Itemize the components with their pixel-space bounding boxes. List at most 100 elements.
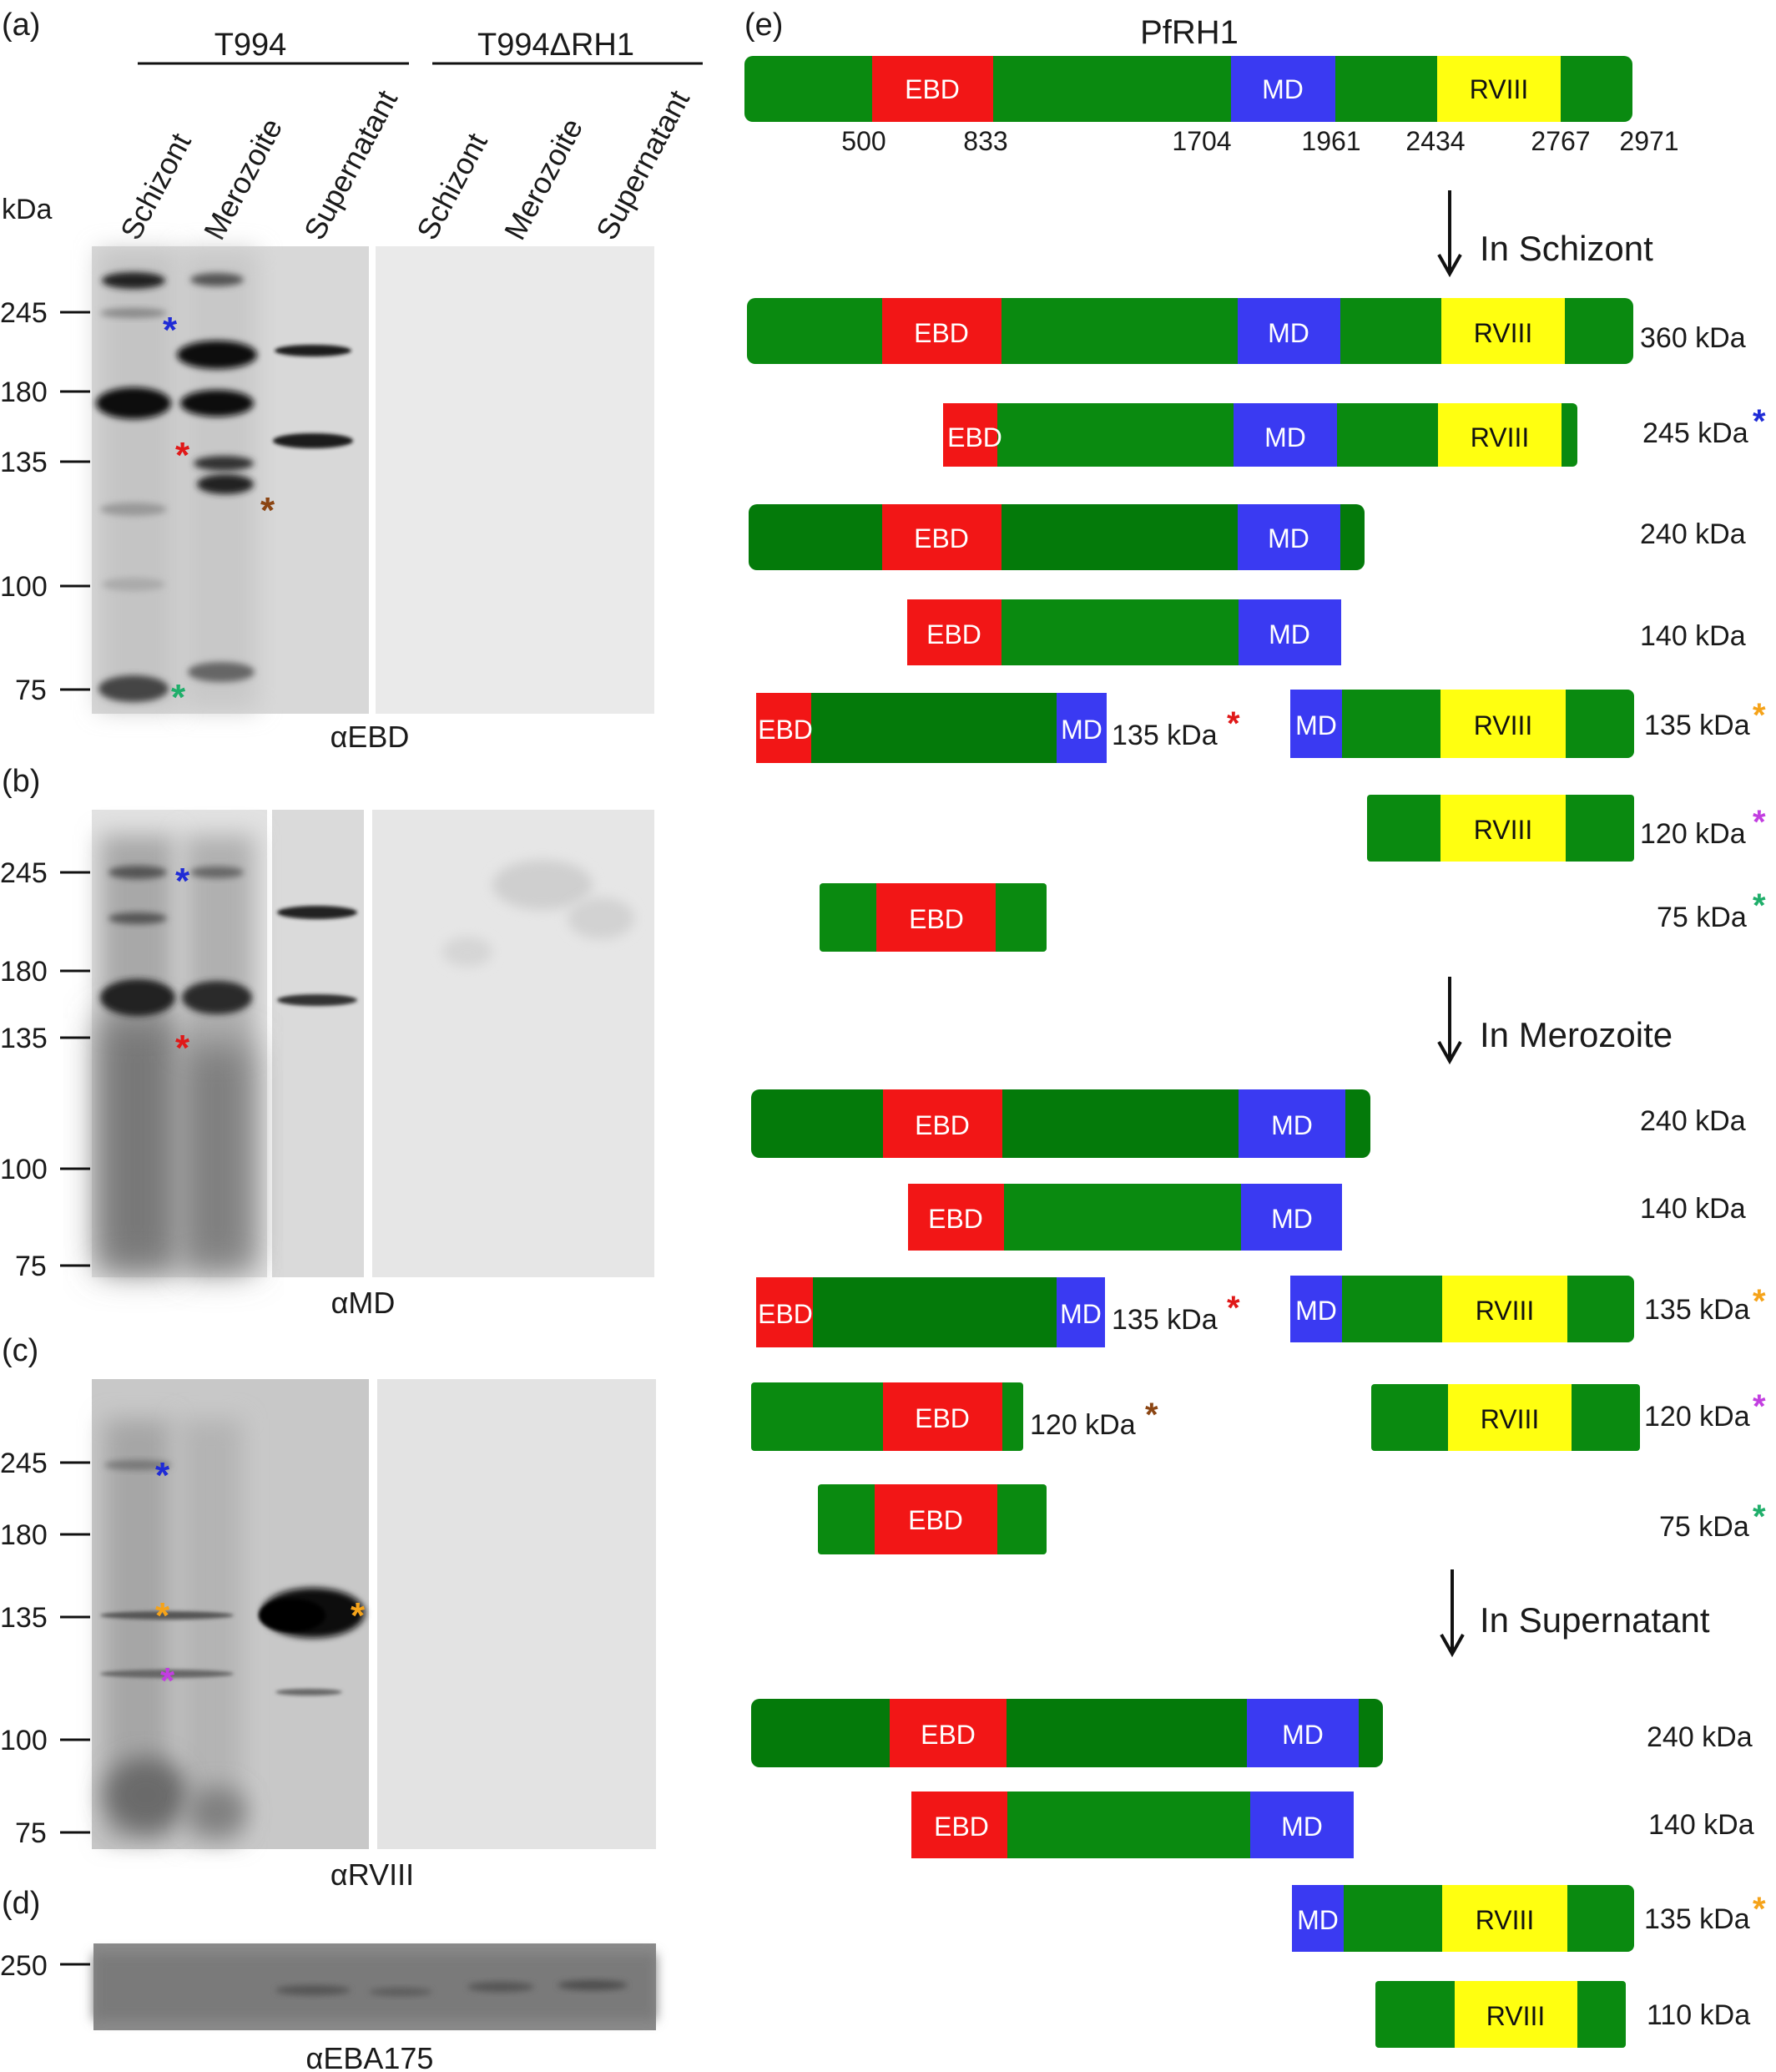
marker-a-245: 245 [0, 297, 48, 329]
marker-c-75: 75 [15, 1817, 47, 1849]
merozoite-fragment-120-rviii: RVIII [1371, 1384, 1640, 1451]
marker-ticks-b [60, 871, 90, 1267]
supernatant-label-140: 140 kDa [1648, 1809, 1754, 1841]
schizont-fragment-240: EBD MD [749, 504, 1365, 570]
schizont-fragment-135-rviii: MD RVIII [1290, 690, 1634, 758]
protein-title: PfRH1 [1140, 14, 1239, 51]
arrow-merozoite [1437, 977, 1462, 1065]
panel-label-a: (a) [2, 8, 40, 43]
star-red-a: * [175, 435, 190, 476]
supernatant-label-110: 110 kDa [1647, 1999, 1750, 2031]
supernatant-fragment-110: RVIII [1375, 1981, 1626, 2048]
merozoite-label-135-rviii: 135 kDa [1644, 1294, 1750, 1326]
lane-label-schizont-wt: Schizont [114, 128, 198, 245]
position-833: 833 [963, 126, 1007, 156]
position-2434: 2434 [1405, 126, 1465, 156]
star-blue-b: * [175, 861, 190, 902]
svg-text:EBD: EBD [914, 523, 969, 553]
marker-ticks-c [60, 1461, 90, 1834]
svg-text:MD: MD [1271, 1110, 1313, 1140]
merozoite-label-240: 240 kDa [1640, 1105, 1746, 1137]
star-blue-a: * [163, 310, 178, 351]
svg-text:EBD: EBD [914, 318, 969, 348]
merozoite-fragment-75: EBD [818, 1484, 1047, 1554]
svg-text:RVIII: RVIII [1474, 710, 1533, 740]
svg-text:MD: MD [1264, 422, 1306, 452]
panel-d: (d) 250 αEBA175 [0, 1886, 656, 2072]
marker-b-245: 245 [0, 857, 48, 889]
schizont-fragment-75: EBD [820, 883, 1047, 952]
svg-text:RVIII: RVIII [1476, 1296, 1535, 1326]
position-1704: 1704 [1172, 126, 1231, 156]
supernatant-label-240: 240 kDa [1647, 1721, 1753, 1753]
supernatant-label-135: 135 kDa [1644, 1903, 1750, 1935]
antibody-label-c: αRVIII [330, 1857, 414, 1892]
blot-c-bands [100, 1419, 365, 1841]
star-blue-c: * [155, 1455, 170, 1496]
svg-text:MD: MD [1268, 523, 1309, 553]
marker-a-135: 135 [0, 447, 48, 478]
star-red-e1: * [1227, 705, 1240, 742]
schizont-label-245: 245 kDa [1642, 417, 1748, 449]
panel-b: (b) 245 180 135 [0, 764, 654, 1320]
marker-c-100: 100 [0, 1725, 48, 1756]
domain-ebd: EBD [905, 74, 960, 104]
star-orange-e1: * [1753, 697, 1766, 734]
arrow-schizont [1437, 190, 1462, 278]
star-brown-e: * [1145, 1397, 1158, 1433]
schizont-label-140: 140 kDa [1640, 620, 1746, 652]
position-500: 500 [841, 126, 885, 156]
marker-a-180: 180 [0, 376, 48, 408]
lane-label-supernatant-ko: Supernatant [589, 84, 696, 245]
schizont-fragment-135-ebd: EBD MD [756, 693, 1107, 763]
kda-label: kDa [2, 194, 53, 225]
schizont-fragment-140: EBD MD [907, 599, 1341, 665]
svg-text:EBD: EBD [947, 422, 1002, 452]
star-blue-e: * [1753, 403, 1766, 440]
svg-text:RVIII: RVIII [1474, 318, 1533, 348]
star-purple-c: * [160, 1660, 175, 1701]
schizont-label-135-ebd: 135 kDa [1112, 720, 1218, 751]
full-length-protein: EBD MD RVIII [744, 56, 1632, 122]
position-1961: 1961 [1301, 126, 1360, 156]
blot-b-wt-sup [272, 810, 364, 1277]
star-brown-a: * [260, 490, 275, 531]
panel-label-d: (d) [2, 1886, 40, 1921]
merozoite-label-120-ebd: 120 kDa [1030, 1409, 1136, 1441]
supernatant-fragment-135: MD RVIII [1292, 1885, 1634, 1952]
svg-text:EBD: EBD [926, 619, 981, 649]
panel-a: (a) T994 T994ΔRH1 Schizont Merozoite Sup… [0, 8, 703, 754]
lane-label-supernatant-wt: Supernatant [297, 84, 404, 245]
svg-text:MD: MD [1269, 619, 1310, 649]
stage-schizont: In Schizont [1480, 229, 1653, 268]
svg-text:EBD: EBD [915, 1403, 970, 1433]
merozoite-label-135-ebd: 135 kDa [1112, 1304, 1218, 1336]
blot-b-bands [100, 835, 634, 1269]
arrow-supernatant [1440, 1569, 1465, 1658]
star-orange-c: * [155, 1595, 170, 1636]
marker-b-100: 100 [0, 1154, 48, 1185]
svg-text:EBD: EBD [758, 715, 813, 745]
schizont-fragment-360: EBD MD RVIII [747, 298, 1633, 364]
lane-label-merozoite-ko: Merozoite [497, 113, 589, 245]
position-2767: 2767 [1531, 126, 1590, 156]
star-orange-c2: * [351, 1595, 366, 1636]
marker-a-100: 100 [0, 571, 48, 603]
svg-text:MD: MD [1268, 318, 1309, 348]
lane-label-schizont-ko: Schizont [410, 128, 494, 245]
svg-text:RVIII: RVIII [1481, 1404, 1540, 1434]
svg-text:EBD: EBD [908, 1505, 963, 1535]
marker-ticks-a [60, 311, 90, 691]
svg-text:RVIII: RVIII [1474, 815, 1533, 845]
svg-text:MD: MD [1297, 1905, 1339, 1935]
star-red-e2: * [1227, 1290, 1240, 1327]
marker-d-250: 250 [0, 1950, 48, 1982]
supernatant-fragment-240: EBD MD [751, 1699, 1383, 1767]
marker-c-245: 245 [0, 1448, 48, 1479]
svg-text:EBD: EBD [934, 1812, 989, 1842]
marker-b-135: 135 [0, 1023, 48, 1054]
star-green-e2: * [1753, 1498, 1766, 1535]
antibody-label-b: αMD [331, 1286, 396, 1320]
domain-md: MD [1262, 74, 1304, 104]
schizont-label-135-rviii: 135 kDa [1644, 710, 1750, 741]
